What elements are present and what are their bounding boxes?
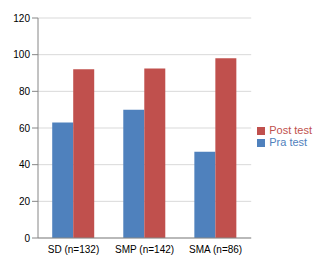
html-text:Pra test: Pra test — [269, 136, 308, 148]
svg-text:100: 100 — [13, 49, 30, 60]
svg-text:0: 0 — [24, 233, 30, 244]
html-text:Post test: Post test — [269, 124, 312, 136]
svg-text:SMP (n=142): SMP (n=142) — [115, 244, 174, 255]
svg-text:20: 20 — [19, 196, 31, 207]
svg-text:80: 80 — [19, 86, 31, 97]
svg-text:40: 40 — [19, 159, 31, 170]
svg-text:120: 120 — [13, 13, 30, 24]
svg-text:60: 60 — [19, 123, 31, 134]
svg-text:SMA (n=86): SMA (n=86) — [189, 244, 242, 255]
svg-text:SD (n=132): SD (n=132) — [48, 244, 99, 255]
